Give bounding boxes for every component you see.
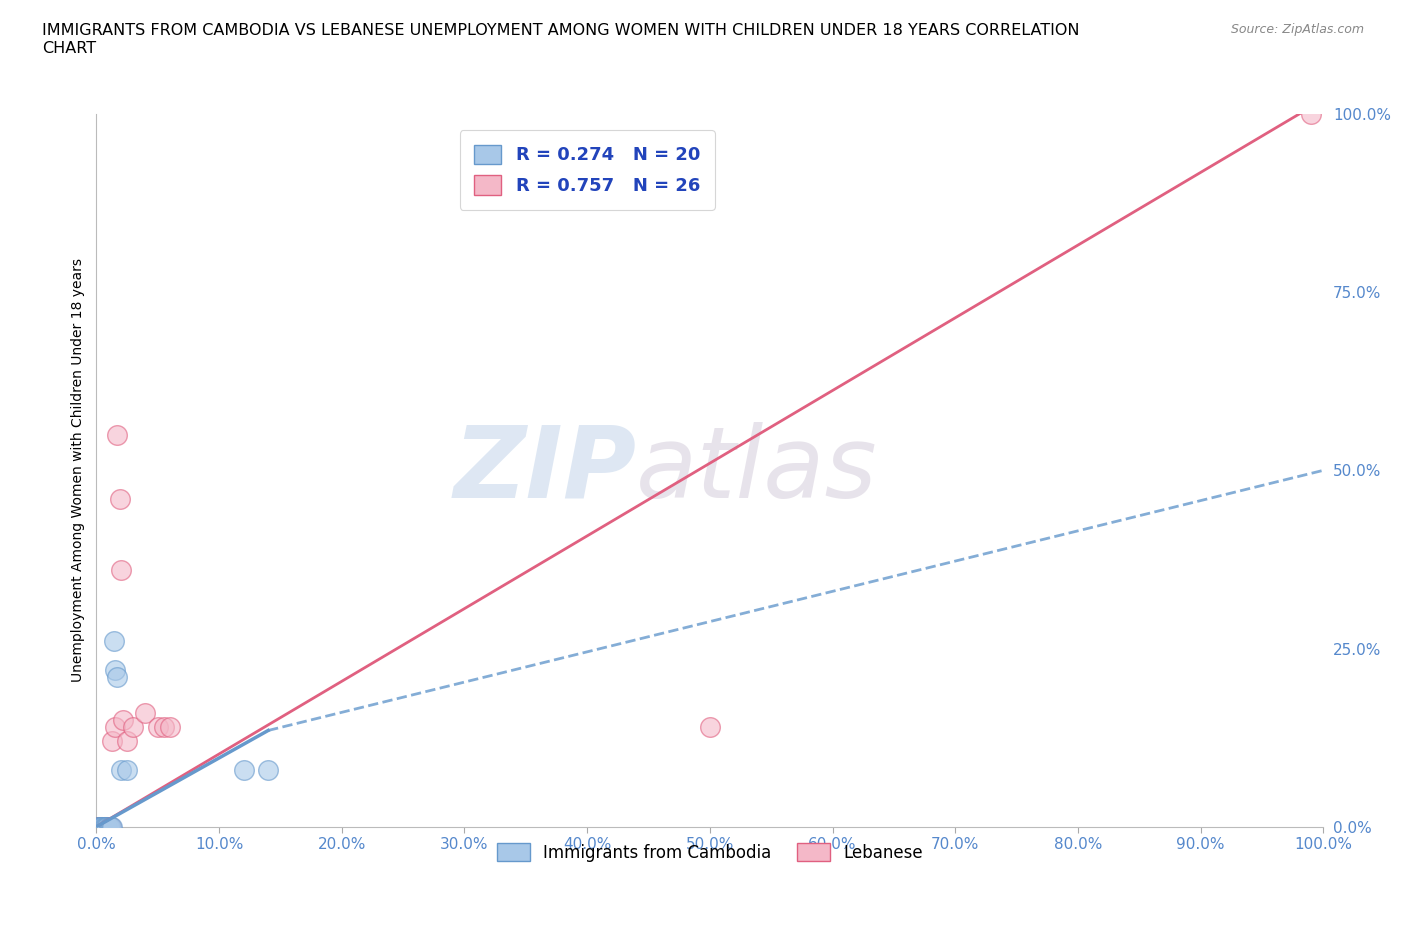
Point [108,491,131,506]
Point [87,819,110,834]
Point [153,720,176,735]
Point [98,819,121,834]
Point [89,819,111,834]
Point [94,819,117,834]
Text: IMMIGRANTS FROM CAMBODIA VS LEBANESE UNEMPLOYMENT AMONG WOMEN WITH CHILDREN UNDE: IMMIGRANTS FROM CAMBODIA VS LEBANESE UNE… [42,23,1080,56]
Point [104,662,127,677]
Text: atlas: atlas [636,422,877,519]
Point [91,819,114,834]
Point [105,427,128,442]
Point [94,819,117,834]
Point [98,819,121,834]
Point [90,819,112,834]
Point [146,720,169,735]
Point [257,763,280,777]
Point [86,819,108,834]
Point [110,763,132,777]
Point [96,819,118,834]
Point [110,563,132,578]
Point [1299,107,1322,122]
Point [232,763,254,777]
Point [100,819,122,834]
Legend: Immigrants from Cambodia, Lebanese: Immigrants from Cambodia, Lebanese [491,837,929,869]
Point [103,634,125,649]
Point [104,720,127,735]
Y-axis label: Unemployment Among Women with Children Under 18 years: Unemployment Among Women with Children U… [72,259,86,683]
Text: Source: ZipAtlas.com: Source: ZipAtlas.com [1230,23,1364,36]
Point [159,720,181,735]
Point [100,819,122,834]
Point [89,819,111,834]
Point [93,819,115,834]
Text: ZIP: ZIP [453,422,636,519]
Point [115,734,138,749]
Point [97,819,120,834]
Point [101,734,124,749]
Point [93,819,115,834]
Point [96,819,118,834]
Point [86,819,108,834]
Point [112,712,135,727]
Point [96,819,118,834]
Point [101,819,124,834]
Point [96,819,118,834]
Point [122,720,145,735]
Point [90,819,112,834]
Point [134,705,156,720]
Point [699,720,721,735]
Point [97,819,120,834]
Point [91,819,114,834]
Point [105,670,128,684]
Point [115,763,138,777]
Point [87,819,110,834]
